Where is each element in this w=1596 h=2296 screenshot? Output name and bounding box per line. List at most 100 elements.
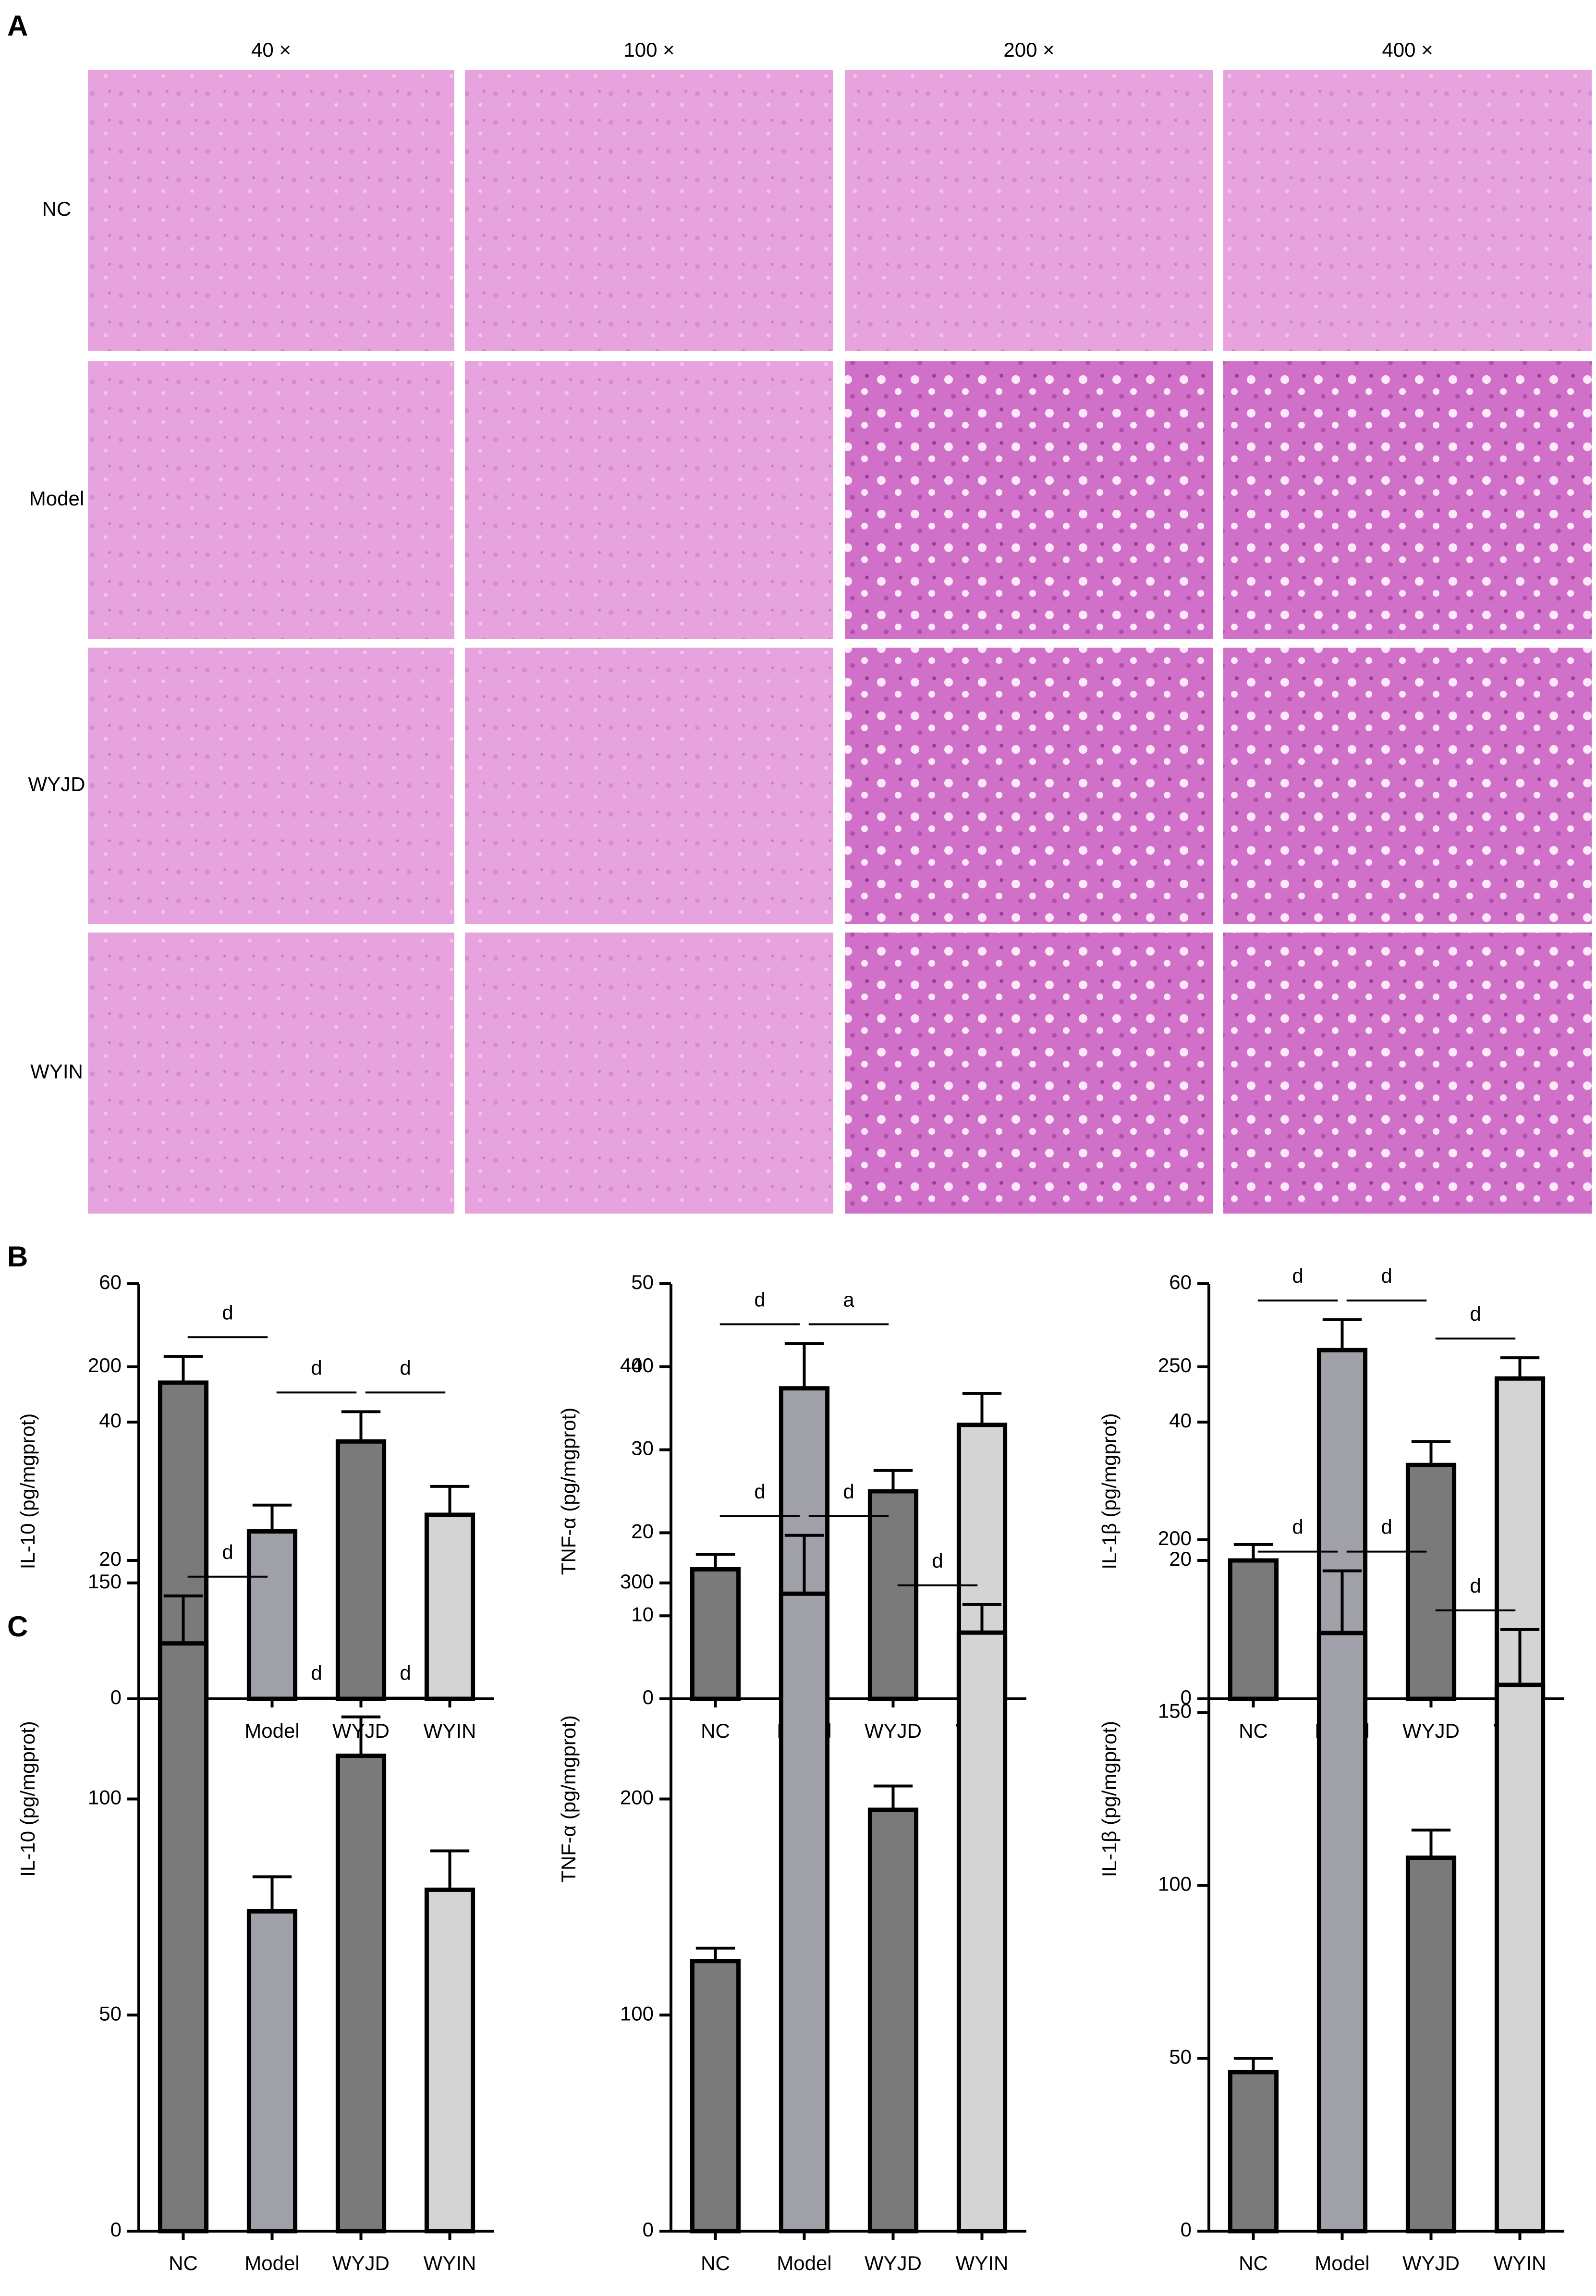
bar bbox=[424, 1512, 475, 1701]
panel-label: B bbox=[7, 1240, 28, 1273]
x-tick-label: WYJD bbox=[1402, 1719, 1460, 1742]
row-label: WYJD bbox=[28, 773, 85, 796]
charts: 0 20 40 60 IL-10 (pg/mgprot) NC Model WYJD WYIN d… bbox=[16, 1265, 1564, 2274]
x-tick-label: Model bbox=[244, 1719, 299, 1742]
y-tick-label: 0 bbox=[1181, 2218, 1192, 2241]
bar bbox=[158, 1641, 209, 2234]
significance-label: d bbox=[400, 1662, 411, 1684]
y-tick-label: 0 bbox=[110, 1686, 122, 1708]
x-tick-label: WYJD bbox=[865, 2252, 922, 2274]
significance-label: d bbox=[400, 1356, 411, 1379]
histology-image bbox=[845, 648, 1213, 924]
significance-label: d bbox=[1381, 1516, 1392, 1538]
y-tick-label: 60 bbox=[1169, 1271, 1192, 1293]
bar bbox=[1494, 1682, 1546, 2234]
x-tick-label: Model bbox=[244, 2252, 299, 2274]
y-tick-label: 40 bbox=[631, 1354, 654, 1376]
y-tick-label: 200 bbox=[620, 1786, 654, 1809]
y-tick-label: 50 bbox=[1169, 2045, 1192, 2068]
histology-image bbox=[845, 70, 1213, 351]
significance-label: d bbox=[1292, 1516, 1303, 1538]
y-tick-label: 150 bbox=[1158, 1700, 1192, 1722]
y-axis-label: TNF-α (pg/mgprot) bbox=[557, 1715, 580, 1883]
bar bbox=[1405, 1855, 1457, 2234]
y-tick-label: 40 bbox=[1169, 1409, 1192, 1432]
significance-label: d bbox=[1470, 1574, 1481, 1597]
histology-image bbox=[1223, 361, 1592, 639]
y-tick-label: 100 bbox=[1158, 1872, 1192, 1895]
bar bbox=[424, 1887, 475, 2234]
x-tick-label: NC bbox=[701, 1719, 730, 1742]
bar bbox=[335, 1754, 387, 2234]
y-tick-label: 50 bbox=[99, 2002, 122, 2025]
x-tick-label: NC bbox=[1239, 1719, 1268, 1742]
bar bbox=[1228, 2070, 1279, 2234]
y-tick-label: 0 bbox=[110, 2218, 122, 2241]
bar-chart: 0 50 100 150 200 250 IL-1β (pg/mgprot) NC Model W… bbox=[1098, 1354, 1564, 2274]
panel-label: A bbox=[7, 10, 28, 42]
histology-image bbox=[845, 361, 1213, 639]
histology-image bbox=[1223, 70, 1592, 351]
histology-image bbox=[845, 933, 1213, 1214]
row-label: NC bbox=[42, 197, 72, 220]
row-label: WYIN bbox=[30, 1060, 83, 1083]
histology-image bbox=[465, 933, 833, 1214]
y-axis-label: IL-1β (pg/mgprot) bbox=[1098, 1413, 1121, 1569]
y-tick-label: 300 bbox=[620, 1570, 654, 1593]
y-tick-label: 250 bbox=[1158, 1354, 1192, 1376]
y-tick-label: 200 bbox=[1158, 1527, 1192, 1549]
y-tick-label: 30 bbox=[631, 1437, 654, 1460]
column-label: 400 × bbox=[1382, 38, 1433, 61]
y-tick-label: 40 bbox=[99, 1409, 122, 1432]
y-tick-label: 10 bbox=[631, 1603, 654, 1625]
significance-label: d bbox=[754, 1289, 765, 1311]
histology-image bbox=[1223, 933, 1592, 1214]
y-tick-label: 200 bbox=[88, 1354, 122, 1376]
y-tick-label: 100 bbox=[620, 2002, 654, 2025]
histology-image bbox=[465, 648, 833, 924]
y-axis-label: TNF-α (pg/mgprot) bbox=[557, 1408, 580, 1575]
significance-label: d bbox=[843, 1480, 854, 1503]
bar-chart: 0 100 200 300 400 TNF-α (pg/mgprot) NC Model WYJ… bbox=[557, 1354, 1026, 2274]
x-tick-label: NC bbox=[1239, 2252, 1268, 2274]
x-tick-label: WYJD bbox=[865, 1719, 922, 1742]
significance-label: d bbox=[222, 1541, 233, 1563]
x-tick-label: WYJD bbox=[1402, 2252, 1460, 2274]
histology-image bbox=[465, 70, 833, 351]
row-label: Model bbox=[29, 487, 84, 510]
bar bbox=[779, 1591, 830, 2234]
histology-image bbox=[465, 361, 833, 639]
bar bbox=[335, 1439, 387, 1701]
y-tick-label: 0 bbox=[643, 2218, 654, 2241]
histology-grid: 40 × 100 × 200 × 400 × NC Model WYJD WYIN bbox=[28, 38, 1592, 1214]
significance-label: d bbox=[311, 1356, 322, 1379]
y-axis-label: IL-10 (pg/mgprot) bbox=[16, 1721, 39, 1877]
x-tick-label: Model bbox=[1315, 2252, 1369, 2274]
y-axis-label: IL-10 (pg/mgprot) bbox=[16, 1413, 39, 1569]
x-tick-label: Model bbox=[777, 2252, 831, 2274]
histology-image bbox=[88, 648, 454, 924]
y-tick-label: 20 bbox=[1169, 1547, 1192, 1570]
significance-label: d bbox=[932, 1549, 943, 1572]
column-label: 40 × bbox=[251, 38, 291, 61]
y-axis-label: IL-1β (pg/mgprot) bbox=[1098, 1721, 1121, 1877]
histology-image bbox=[1223, 648, 1592, 924]
histology-image bbox=[88, 361, 454, 639]
bar bbox=[690, 1567, 741, 1701]
bar bbox=[867, 1489, 919, 1701]
bar bbox=[1316, 1631, 1368, 2234]
column-label: 100 × bbox=[623, 38, 674, 61]
y-tick-label: 100 bbox=[88, 1786, 122, 1809]
significance-label: d bbox=[222, 1301, 233, 1324]
significance-label: d bbox=[1292, 1265, 1303, 1287]
x-tick-label: WYIN bbox=[424, 1719, 476, 1742]
column-label: 200 × bbox=[1003, 38, 1054, 61]
y-tick-label: 400 bbox=[620, 1354, 654, 1376]
x-tick-label: WYIN bbox=[424, 2252, 476, 2274]
significance-label: a bbox=[843, 1289, 854, 1311]
x-tick-label: NC bbox=[169, 2252, 198, 2274]
x-tick-label: WYIN bbox=[956, 2252, 1009, 2274]
